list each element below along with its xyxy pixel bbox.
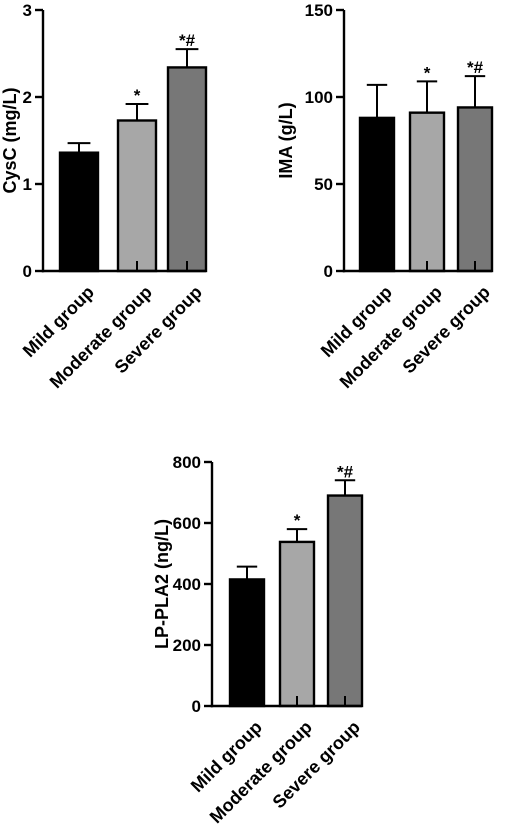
chart3-ytick-label-3: 400 — [173, 575, 201, 594]
chart2-ytick-label-2: 50 — [314, 175, 333, 194]
chart3-ytick-label-5: 800 — [173, 453, 201, 472]
chart1-ytick-label-3: 2 — [23, 88, 32, 107]
chart1-bar-1 — [58, 151, 100, 273]
chart1-bar-3 — [166, 66, 208, 273]
chart1-bar-2 — [116, 119, 158, 273]
chart3-ytick-label-2: 200 — [173, 636, 201, 655]
chart1-ytick-label-2: 1 — [23, 175, 32, 194]
chart3-bar-2 — [278, 540, 316, 708]
chart2-ytick-label-1: 0 — [324, 262, 333, 281]
chart2-ytick-label-3: 100 — [305, 88, 333, 107]
chart2-bar-2 — [408, 111, 446, 273]
chart3-bar-3 — [326, 494, 364, 708]
chart1-annotation-2: * — [134, 86, 141, 105]
chart2-bar-3 — [456, 106, 494, 273]
chart1-y-axis-title: CysC (mg/L) — [0, 87, 20, 193]
chart2-bar-1 — [358, 116, 396, 273]
chart2-ytick-label-4: 150 — [305, 1, 333, 20]
chart1-annotation-3: *# — [179, 31, 196, 50]
chart3-bar-1 — [228, 578, 266, 708]
chart1-ytick-label-1: 0 — [23, 262, 32, 281]
chart1-category-label-3: Severe group — [111, 282, 206, 377]
chart3-ytick-label-4: 600 — [173, 514, 201, 533]
chart1-ytick-label-4: 3 — [23, 1, 32, 20]
chart2-annotation-2: * — [424, 63, 431, 82]
chart3-y-axis-title: LP-PLA2 (ng/L) — [152, 519, 172, 649]
chart3-annotation-2: * — [294, 511, 301, 530]
chart2-y-axis-title: IMA (g/L) — [276, 102, 296, 178]
chart2-annotation-3: *# — [467, 58, 484, 77]
chart3-ytick-label-1: 0 — [192, 697, 201, 716]
chart3-category-label-3: Severe group — [269, 717, 364, 812]
chart3-annotation-3: *# — [337, 462, 354, 481]
chart2-category-label-3: Severe group — [399, 282, 494, 377]
